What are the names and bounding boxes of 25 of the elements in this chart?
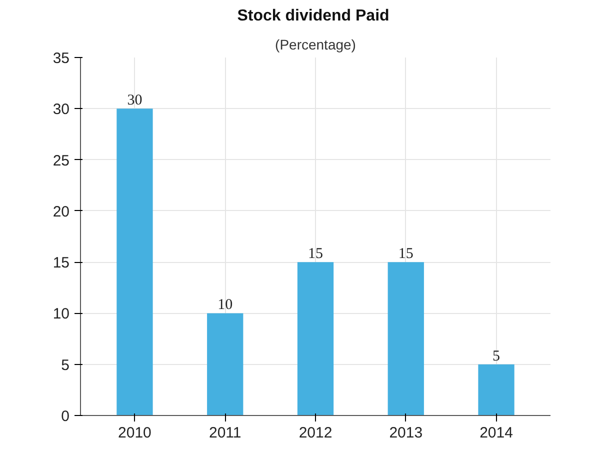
y-tick-label: 15 (52, 254, 70, 272)
y-tick-label: 25 (52, 152, 70, 170)
x-tick-label: 2010 (118, 424, 152, 442)
x-tick-label: 2014 (480, 424, 513, 442)
bar (478, 364, 514, 416)
bar (207, 313, 244, 416)
y-tick-label: 35 (52, 50, 70, 67)
bar (297, 262, 334, 416)
x-tick-label: 2012 (298, 424, 332, 442)
bar (388, 262, 424, 416)
y-tick-label: 30 (52, 101, 70, 118)
bar (116, 108, 153, 416)
y-tick-label: 5 (61, 356, 70, 374)
chart-title: Stock dividend Paid (237, 8, 390, 24)
data-label: 30 (127, 92, 142, 109)
data-label: 10 (218, 297, 233, 314)
y-tick-label: 0 (61, 408, 70, 425)
x-tick-label: 2011 (208, 424, 242, 442)
chart-subtitle: (Percentage) (275, 36, 356, 52)
y-tick-label: 10 (52, 306, 70, 323)
x-tick-label: 2013 (389, 424, 423, 442)
data-label: 15 (308, 246, 323, 262)
y-tick-label: 20 (52, 203, 70, 220)
data-label: 15 (398, 246, 414, 262)
data-label: 5 (492, 348, 500, 364)
